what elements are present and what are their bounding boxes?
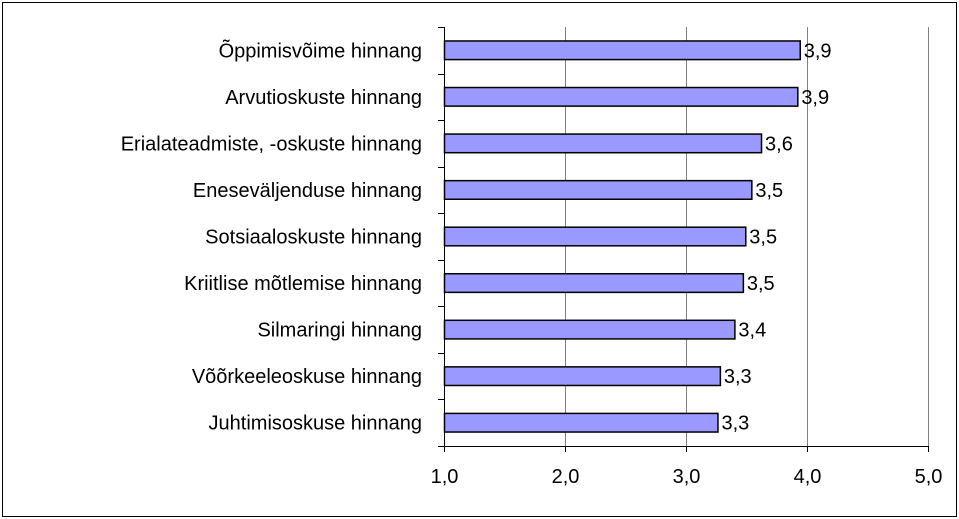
x-tick-label: 1,0 — [431, 466, 459, 488]
bar — [443, 319, 736, 340]
bar — [443, 133, 763, 154]
data-label: 3,3 — [724, 366, 752, 388]
x-tick-label: 5,0 — [915, 466, 943, 488]
x-tick-label: 4,0 — [794, 466, 822, 488]
bar — [443, 179, 753, 201]
category-label: Juhtimisoskuse hinnang — [209, 413, 422, 435]
bar — [443, 412, 719, 433]
category-label: Sotsiaaloskuste hinnang — [205, 227, 422, 249]
data-label: 3,9 — [801, 87, 829, 109]
category-label: Silmaringi hinnang — [257, 320, 422, 342]
category-label: Võõrkeeleoskuse hinnang — [192, 366, 422, 388]
data-label: 3,3 — [721, 413, 749, 435]
category-label: Kriitlise mõtlemise hinnang — [184, 273, 422, 295]
bar — [443, 226, 747, 247]
x-tick-label: 3,0 — [673, 466, 701, 488]
data-label: 3,9 — [804, 40, 832, 62]
data-label: 3,5 — [747, 273, 775, 295]
category-label: Õppimisvõime hinnang — [219, 38, 422, 62]
bar — [443, 366, 722, 387]
x-tick-label: 2,0 — [552, 466, 580, 488]
data-label: 3,5 — [749, 227, 777, 249]
data-label: 3,6 — [765, 133, 793, 155]
category-label: Arvutioskuste hinnang — [225, 87, 422, 109]
bar — [443, 272, 745, 294]
category-label: Eneseväljenduse hinnang — [193, 180, 422, 202]
category-label: Erialateadmiste, -oskuste hinnang — [121, 133, 422, 155]
bar — [443, 40, 801, 61]
data-label: 3,5 — [755, 180, 783, 202]
bar — [443, 86, 799, 107]
data-label: 3,4 — [738, 320, 766, 342]
